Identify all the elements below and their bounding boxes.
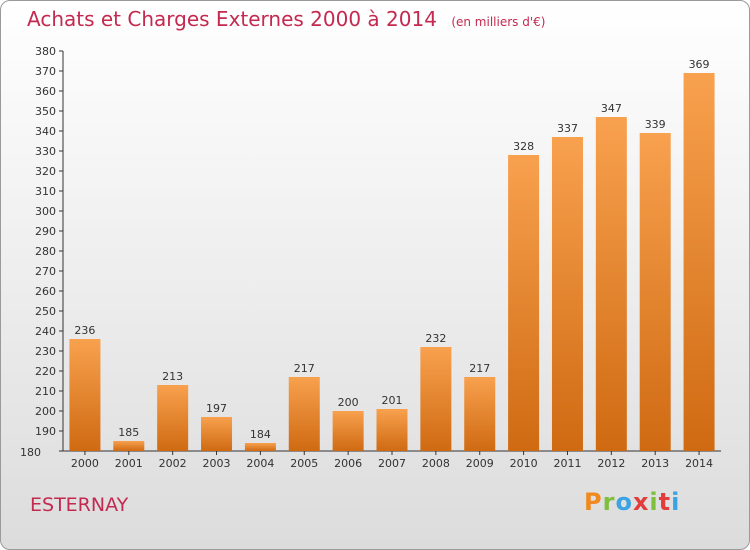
x-tick-label: 2006 <box>334 457 362 470</box>
bar-2010[interactable] <box>508 155 540 451</box>
y-tick-label: 380 <box>35 45 56 58</box>
logo-letter: t <box>658 488 672 516</box>
y-tick-label: 190 <box>35 425 56 438</box>
data-label-2012: 347 <box>601 102 622 115</box>
proxiti-logo[interactable]: Proxiti <box>584 488 680 516</box>
x-tick-label: 2014 <box>685 457 713 470</box>
data-label-2009: 217 <box>469 362 490 375</box>
logo-letter: x <box>632 488 650 516</box>
y-tick-label: 360 <box>35 85 56 98</box>
data-label-2000: 236 <box>74 324 95 337</box>
data-labels: 236 185 213 197 184 217 200 201 232 217 328 337 347 3… <box>74 58 709 441</box>
y-tick-label: 210 <box>35 385 56 398</box>
bar-2008[interactable] <box>420 347 452 451</box>
x-tick-label: 2000 <box>71 457 99 470</box>
bar-2002[interactable] <box>157 385 189 451</box>
x-tick-label: 2005 <box>290 457 318 470</box>
logo-letter: i <box>671 488 681 516</box>
y-tick-label: 310 <box>35 185 56 198</box>
data-label-2010: 328 <box>513 140 534 153</box>
data-label-2005: 217 <box>294 362 315 375</box>
data-label-2001: 185 <box>118 426 139 439</box>
y-tick-label: 340 <box>35 125 56 138</box>
data-label-2007: 201 <box>382 394 403 407</box>
data-label-2006: 200 <box>338 396 359 409</box>
data-label-2008: 232 <box>425 332 446 345</box>
y-axis: 190 200 210 220 230 240 250 260 270 280 290 300 310 3… <box>20 45 64 459</box>
y-tick-label: 270 <box>35 265 56 278</box>
chart-title-text: Achats et Charges Externes 2000 à 2014 <box>27 7 437 31</box>
bars <box>69 73 715 451</box>
data-label-2014: 369 <box>689 58 710 71</box>
bar-2000[interactable] <box>69 339 101 451</box>
chart-title: Achats et Charges Externes 2000 à 2014 (… <box>27 7 545 31</box>
data-label-2002: 213 <box>162 370 183 383</box>
x-tick-label: 2003 <box>203 457 231 470</box>
y-tick-label: 200 <box>35 405 56 418</box>
bar-2006[interactable] <box>332 411 364 451</box>
bar-2001[interactable] <box>113 441 145 451</box>
y-tick-label: 180 <box>20 446 41 459</box>
x-tick-label: 2010 <box>510 457 538 470</box>
y-tick-label: 230 <box>35 345 56 358</box>
bar-2012[interactable] <box>595 117 627 451</box>
x-tick-label: 2001 <box>115 457 143 470</box>
bar-2014[interactable] <box>683 73 715 451</box>
x-tick-label: 2004 <box>246 457 274 470</box>
bar-2004[interactable] <box>244 443 276 451</box>
bar-2009[interactable] <box>464 377 496 451</box>
y-tick-label: 250 <box>35 305 56 318</box>
y-tick-label: 260 <box>35 285 56 298</box>
y-tick-label: 300 <box>35 205 56 218</box>
bar-2011[interactable] <box>551 137 583 451</box>
bar-2007[interactable] <box>376 409 408 451</box>
y-tick-label: 350 <box>35 105 56 118</box>
x-tick-label: 2007 <box>378 457 406 470</box>
y-tick-label: 280 <box>35 245 56 258</box>
data-label-2011: 337 <box>557 122 578 135</box>
bar-2005[interactable] <box>288 377 320 451</box>
logo-letter: o <box>615 488 633 516</box>
y-tick-label: 320 <box>35 165 56 178</box>
x-tick-label: 2011 <box>553 457 581 470</box>
logo-letter: i <box>649 488 659 516</box>
bar-2003[interactable] <box>201 417 233 451</box>
y-tick-label: 370 <box>35 65 56 78</box>
city-name: ESTERNAY <box>30 494 129 516</box>
chart-subtitle: (en milliers d'€) <box>451 15 546 29</box>
y-tick-label: 330 <box>35 145 56 158</box>
x-tick-label: 2013 <box>641 457 669 470</box>
y-tick-label: 220 <box>35 365 56 378</box>
x-tick-label: 2008 <box>422 457 450 470</box>
data-label-2004: 184 <box>250 428 271 441</box>
x-tick-label: 2012 <box>597 457 625 470</box>
x-tick-label: 2002 <box>159 457 187 470</box>
x-tick-label: 2009 <box>466 457 494 470</box>
y-tick-label: 240 <box>35 325 56 338</box>
y-tick-label: 290 <box>35 225 56 238</box>
logo-letter: r <box>602 488 616 516</box>
data-label-2003: 197 <box>206 402 227 415</box>
data-label-2013: 339 <box>645 118 666 131</box>
bar-2013[interactable] <box>639 133 671 451</box>
logo-letter: P <box>584 488 603 516</box>
x-axis: 2000 2001 2002 2003 2004 2005 2006 2007 2008 2009… <box>63 450 721 470</box>
